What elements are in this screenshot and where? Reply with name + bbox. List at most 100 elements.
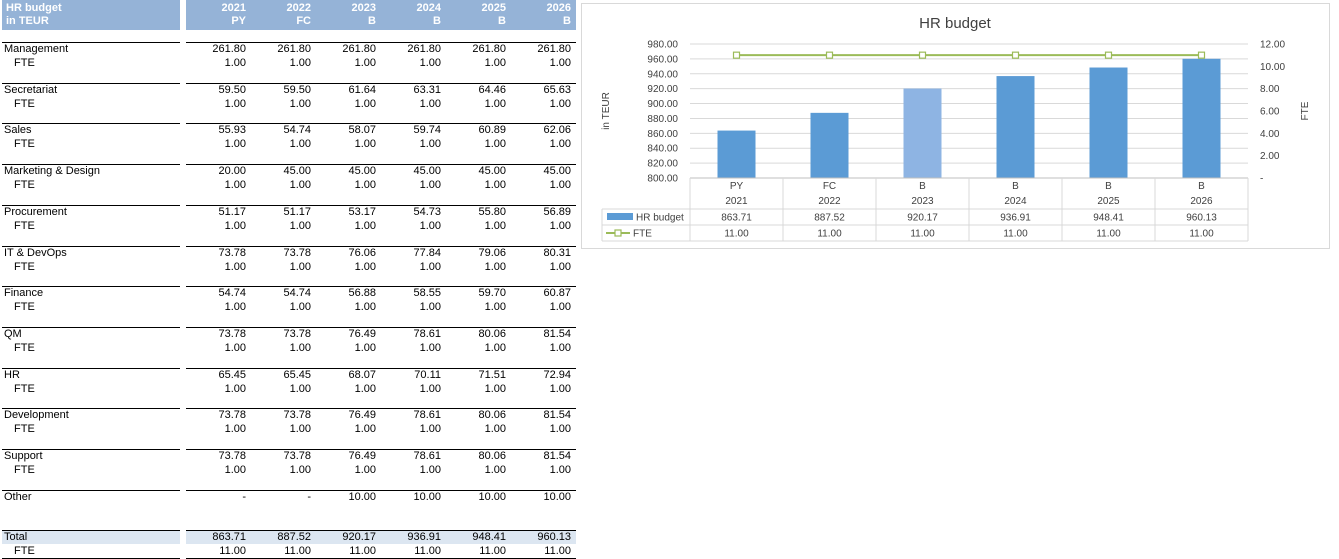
- cell-value: 10.00: [511, 490, 571, 504]
- total-band: [2, 530, 180, 544]
- row-label: Procurement: [4, 205, 67, 219]
- row-label: FTE: [14, 56, 35, 70]
- cell-value: 73.78: [251, 327, 311, 341]
- cell-value: 78.61: [381, 327, 441, 341]
- cell-value: 1.00: [316, 178, 376, 192]
- cell-value: 62.06: [511, 123, 571, 137]
- cell-value: -: [186, 490, 246, 504]
- y-tick-label: 960.00: [647, 54, 678, 65]
- x-tick-label: 2024: [1004, 196, 1027, 207]
- fte-row: FTE 1.00 1.00 1.00 1.00 1.00 1.00: [0, 178, 580, 192]
- cell-value: 1.00: [511, 219, 571, 233]
- cell-value: 1.00: [381, 56, 441, 70]
- y2-tick-label: -: [1260, 174, 1263, 185]
- cell-value: 11.00: [316, 544, 376, 558]
- y-tick-label: 900.00: [647, 99, 678, 110]
- legend-label-fte: FTE: [633, 229, 652, 240]
- chart-canvas: HR budget980.00960.00940.00920.00900.008…: [582, 4, 1329, 248]
- header-year-col: 2021 PY: [186, 2, 246, 28]
- row-label: Finance: [4, 286, 43, 300]
- cell-value: 58.55: [381, 286, 441, 300]
- table-row: HR 65.45 65.45 68.07 70.11 71.51 72.94: [0, 368, 580, 382]
- cell-value: 1.00: [186, 56, 246, 70]
- cell-value: 61.64: [316, 83, 376, 97]
- cell-value: 1.00: [251, 422, 311, 436]
- cell-value: 936.91: [381, 530, 441, 544]
- y2-tick-label: 12.00: [1260, 40, 1285, 51]
- cell-value: 80.06: [446, 449, 506, 463]
- cell-value: 80.06: [446, 408, 506, 422]
- row-divider: [2, 530, 180, 531]
- cell-value: 1.00: [316, 219, 376, 233]
- row-label: Other: [4, 490, 32, 504]
- cell-value: 1.00: [316, 463, 376, 477]
- x-tick-label: 2026: [1190, 196, 1213, 207]
- cell-value: 863.71: [186, 530, 246, 544]
- cell-value: 1.00: [186, 463, 246, 477]
- cell-value: 55.80: [446, 205, 506, 219]
- cell-value: 261.80: [186, 42, 246, 56]
- cell-value: 59.50: [251, 83, 311, 97]
- x-tick-label: PY: [730, 181, 744, 192]
- cell-value: 60.89: [446, 123, 506, 137]
- fte-row: FTE 1.00 1.00 1.00 1.00 1.00 1.00: [0, 422, 580, 436]
- fte-marker: [1199, 52, 1205, 58]
- cell-value: 1.00: [381, 137, 441, 151]
- fte-marker: [1106, 52, 1112, 58]
- fte-marker: [827, 52, 833, 58]
- header-year-col: 2024 B: [381, 2, 441, 28]
- cell-value: 1.00: [446, 97, 506, 111]
- cell-value: 51.17: [251, 205, 311, 219]
- cell-value: 11.00: [446, 544, 506, 558]
- cell-value: 1.00: [381, 260, 441, 274]
- table-header-label: HR budget in TEUR: [2, 0, 180, 30]
- cell-value: 45.00: [316, 164, 376, 178]
- cell-value: 1.00: [511, 300, 571, 314]
- data-label-hr-budget: 960.13: [1186, 213, 1217, 224]
- cell-value: 1.00: [381, 219, 441, 233]
- cell-value: 78.61: [381, 449, 441, 463]
- cell-value: 54.73: [381, 205, 441, 219]
- cell-value: 60.87: [511, 286, 571, 300]
- x-tick-label: FC: [823, 181, 836, 192]
- y2-axis-label: FTE: [1300, 101, 1311, 120]
- header-type: FC: [251, 15, 311, 28]
- data-label-fte: 11.00: [1096, 229, 1121, 240]
- row-label: FTE: [14, 544, 35, 558]
- table-row: Management 261.80 261.80 261.80 261.80 261.80…: [0, 42, 580, 56]
- hr-budget-chart: HR budget 980.00 960.00 940.00 920.00 900.00 8…: [581, 3, 1330, 249]
- row-divider: [2, 368, 180, 369]
- cell-value: 960.13: [511, 530, 571, 544]
- cell-value: 1.00: [511, 341, 571, 355]
- cell-value: 56.89: [511, 205, 571, 219]
- cell-value: 1.00: [446, 219, 506, 233]
- cell-value: 1.00: [186, 341, 246, 355]
- data-label-fte: 11.00: [1189, 229, 1214, 240]
- table-row: Finance 54.74 54.74 56.88 58.55 59.70 60.87: [0, 286, 580, 300]
- fte-marker: [1013, 52, 1019, 58]
- cell-value: 1.00: [511, 463, 571, 477]
- cell-value: 1.00: [316, 382, 376, 396]
- cell-value: 59.50: [186, 83, 246, 97]
- cell-value: 1.00: [381, 463, 441, 477]
- y-axis-label: in TEUR: [601, 92, 612, 130]
- cell-value: 80.06: [446, 327, 506, 341]
- fte-marker: [920, 52, 926, 58]
- cell-value: 1.00: [186, 382, 246, 396]
- cell-value: 73.78: [186, 408, 246, 422]
- cell-value: 1.00: [251, 97, 311, 111]
- cell-value: 1.00: [316, 137, 376, 151]
- cell-value: 76.49: [316, 449, 376, 463]
- cell-value: 1.00: [251, 341, 311, 355]
- cell-value: -: [251, 490, 311, 504]
- fte-row: FTE 1.00 1.00 1.00 1.00 1.00 1.00: [0, 56, 580, 70]
- cell-value: 1.00: [446, 300, 506, 314]
- cell-value: 1.00: [511, 178, 571, 192]
- fte-marker: [734, 52, 740, 58]
- x-tick-label: B: [1198, 181, 1205, 192]
- cell-value: 1.00: [251, 178, 311, 192]
- data-label-fte: 11.00: [817, 229, 842, 240]
- cell-value: 65.63: [511, 83, 571, 97]
- header-year-col: 2025 B: [446, 2, 506, 28]
- cell-value: 1.00: [251, 260, 311, 274]
